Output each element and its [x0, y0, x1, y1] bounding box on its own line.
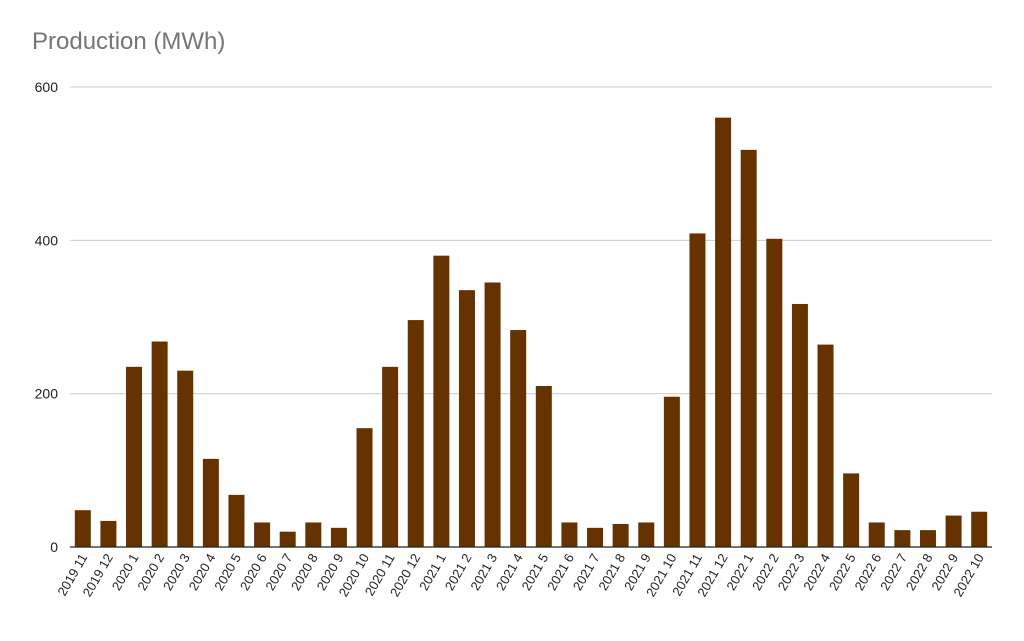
bar: [971, 511, 988, 547]
bar: [561, 522, 578, 547]
y-tick-label: 200: [35, 386, 59, 402]
bar: [638, 522, 655, 547]
bar: [330, 527, 347, 547]
bar: [791, 303, 808, 547]
y-tick-label: 0: [50, 539, 58, 555]
bar: [868, 522, 885, 547]
bar: [254, 522, 271, 547]
bar: [715, 117, 732, 548]
bar: [433, 255, 450, 548]
bar: [587, 527, 604, 547]
bar: [279, 531, 296, 547]
bar: [305, 522, 322, 547]
bar: [126, 366, 143, 547]
bar: [843, 473, 860, 547]
bar: [740, 149, 757, 547]
bar: [356, 428, 373, 547]
bar: [612, 524, 629, 547]
bar: [177, 370, 194, 547]
bar: [382, 366, 399, 547]
bar: [484, 282, 501, 547]
bar: [100, 520, 117, 547]
bar: [458, 290, 475, 547]
bar: [945, 515, 962, 547]
bar: [535, 386, 552, 547]
y-tick-label: 600: [35, 79, 59, 95]
bar: [407, 320, 424, 547]
chart-title: Production (MWh): [32, 28, 226, 55]
bar: [894, 530, 911, 547]
bar: [689, 233, 706, 547]
bar: [74, 510, 91, 547]
bar: [766, 238, 783, 548]
bar: [510, 330, 527, 547]
y-tick-label: 400: [35, 232, 59, 248]
bar: [919, 530, 936, 547]
bar: [817, 344, 834, 547]
bar: [202, 458, 219, 547]
bar: [663, 396, 680, 547]
bar: [151, 341, 168, 547]
bar: [228, 494, 245, 547]
